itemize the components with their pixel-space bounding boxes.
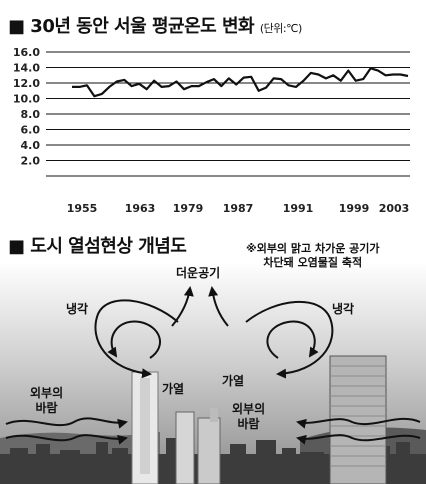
x-tick-label: 1991: [283, 202, 314, 215]
diagram-note: ※외부의 맑고 차가운 공기가 차단돼 오염물질 축적: [246, 242, 380, 270]
warm-air-up-left-arrow: [171, 286, 194, 327]
y-tick-label: 8.0: [21, 108, 41, 121]
x-tick-label: 1979: [173, 202, 204, 215]
right-inner-loop-arrow: [266, 320, 319, 359]
label-wind-left: 외부의 바람: [30, 386, 63, 416]
y-tick-label: 10.0: [13, 93, 40, 106]
wind-left-arrow-2: [5, 434, 128, 445]
x-tick-label: 1999: [339, 202, 370, 215]
y-tick-label: 6.0: [21, 124, 41, 137]
label-wind-right-line1: 외부의: [232, 402, 266, 416]
label-cooling-left: 냉각: [66, 302, 89, 316]
temperature-line-chart: 16.0 14.0 12.0 10.0 8.0 6.0 4.0 2.0 1955 1963 1979…: [13, 46, 410, 215]
right-outer-loop-arrow: [245, 300, 334, 379]
wind-right-arrow-2: [296, 434, 421, 445]
diagram-title-text: 도시 열섬현상 개념도: [30, 236, 187, 257]
label-wind-right-line2: 바람: [237, 417, 260, 431]
label-wind-left-line1: 외부의: [30, 386, 64, 400]
label-warm-air: 더운공기: [176, 266, 221, 280]
label-wind-right: 외부의 바람: [232, 402, 265, 432]
left-inner-loop-arrow: [107, 320, 162, 359]
label-cooling-right: 냉각: [332, 302, 355, 316]
chart-unit: (단위:℃): [259, 22, 302, 35]
label-heating-left: 가열: [162, 382, 185, 396]
y-tick-label: 12.0: [13, 77, 40, 90]
x-tick-label: 1955: [67, 202, 98, 215]
tower-left: [131, 371, 159, 484]
y-tick-label: 4.0: [21, 139, 41, 152]
x-tick-label: 1987: [223, 202, 254, 215]
warm-air-up-right-arrow: [208, 286, 229, 327]
chart-title: ■ 30년 동안 서울 평균온도 변화 (단위:℃): [8, 12, 302, 38]
temperature-series-line: [72, 67, 409, 98]
air-circulation-arrows: [5, 286, 421, 445]
wind-left-arrow-1: [5, 417, 128, 429]
wind-right-arrow-1: [296, 417, 421, 429]
y-tick-label: 16.0: [13, 46, 40, 59]
y-tick-label: 14.0: [13, 62, 40, 75]
towers-middle: [175, 408, 221, 484]
label-heating-right: 가열: [222, 374, 245, 388]
diagram-note-line2: 차단돼 오염물질 축적: [263, 256, 363, 269]
diagram-illustration: [0, 262, 426, 484]
heat-island-diagram: ■ 도시 열섬현상 개념도 ※외부의 맑고 차가운 공기가 차단돼 오염물질 축…: [0, 236, 426, 484]
left-outer-loop-arrow: [94, 299, 179, 379]
diagram-note-line1: ※외부의 맑고 차가운 공기가: [246, 242, 380, 255]
label-wind-left-line2: 바람: [35, 401, 58, 415]
chart-title-text: 30년 동안 서울 평균온도 변화: [30, 16, 255, 37]
x-tick-label: 2003: [379, 202, 410, 215]
bullet-icon: ■: [8, 16, 25, 37]
x-tick-label: 1963: [125, 202, 156, 215]
y-tick-label: 2.0: [21, 155, 41, 168]
diagram-title: ■ 도시 열섬현상 개념도: [8, 232, 187, 258]
bullet-icon: ■: [8, 236, 25, 257]
